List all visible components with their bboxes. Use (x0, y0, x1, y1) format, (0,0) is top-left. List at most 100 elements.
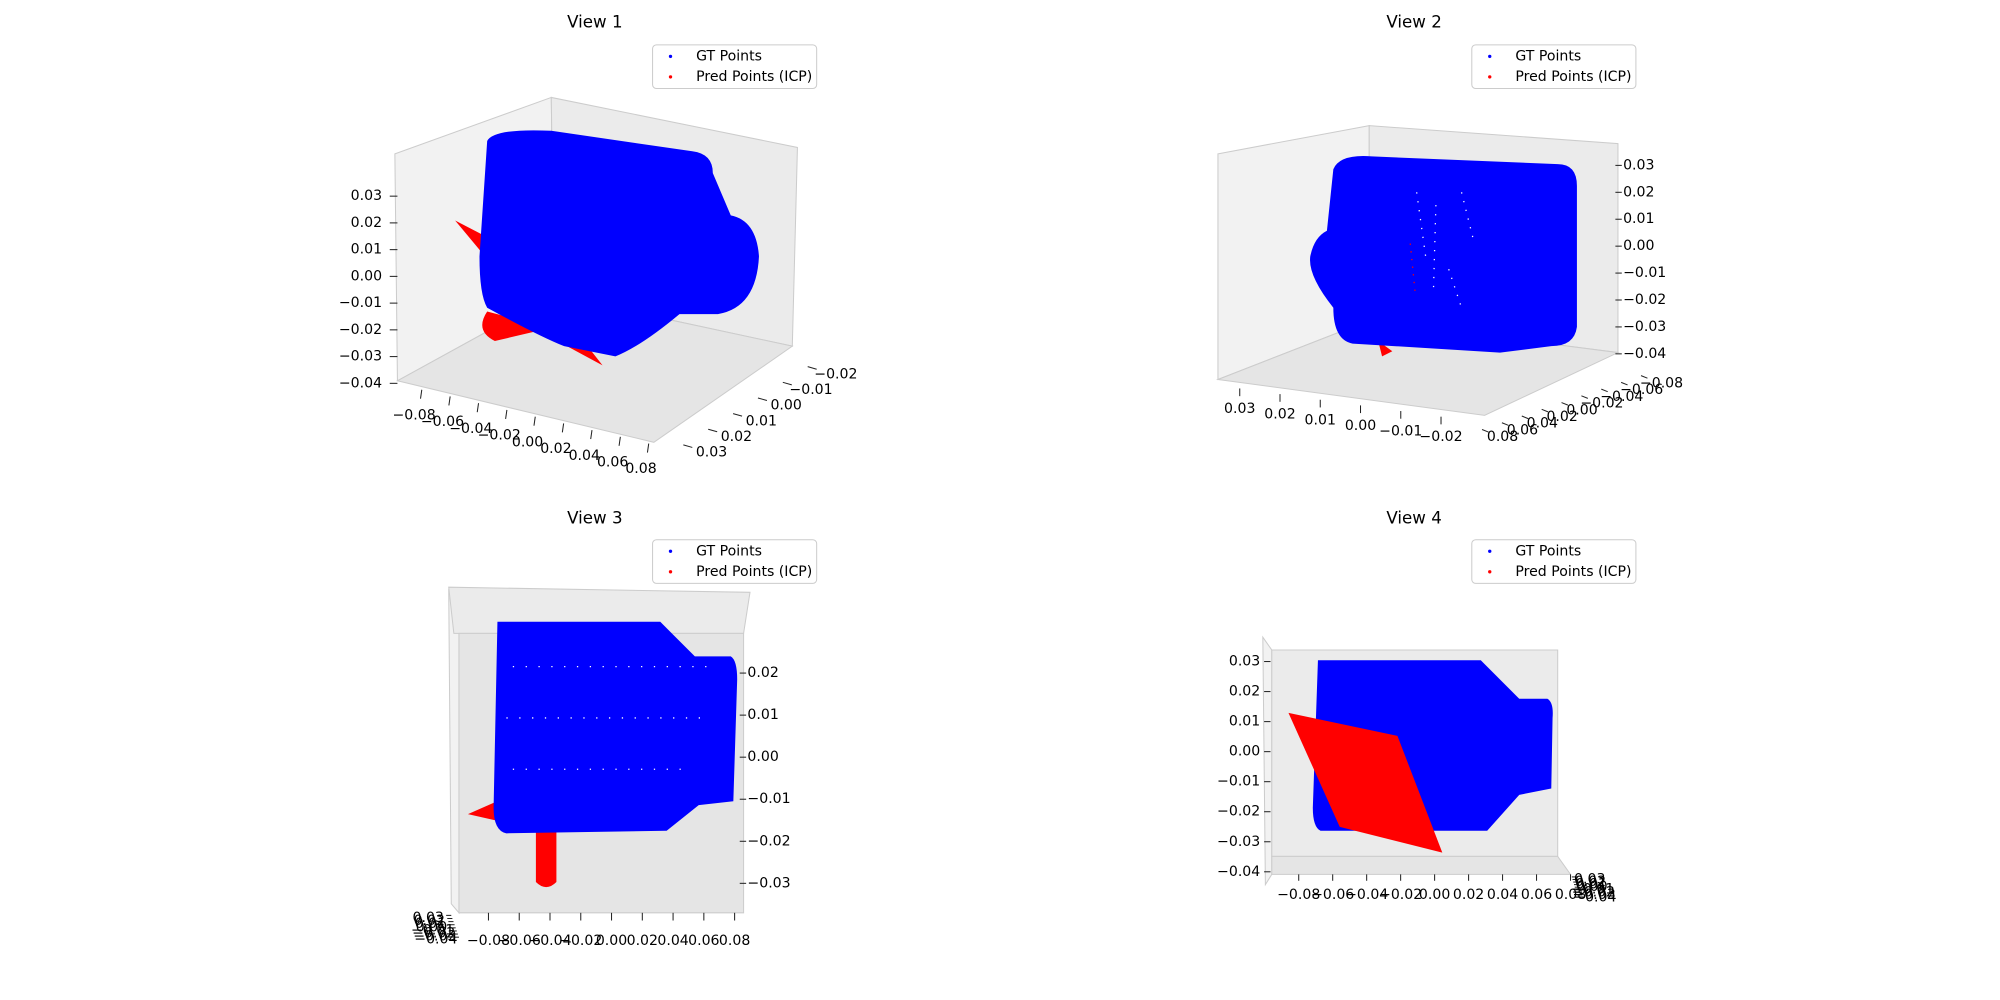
z-tick-label: −0.01 (747, 791, 790, 807)
x-tick (1601, 388, 1608, 393)
x-tick-label: −0.02 (1580, 396, 1623, 412)
x-tick-label: −0.04 (1600, 389, 1643, 405)
x-tick-label: 0.04 (569, 448, 600, 464)
z-tick-label: 0.00 (747, 749, 778, 765)
x-tick-label: 0.00 (1566, 402, 1597, 418)
legend-label: GT Points (696, 48, 762, 64)
legend-box (1471, 539, 1637, 584)
z-tick-label: −0.02 (1217, 804, 1260, 820)
legend-label: Pred Points (ICP) (1515, 564, 1631, 580)
z-tick-label: −0.03 (1623, 319, 1666, 335)
x-tick (561, 423, 565, 433)
y-tick-label: −0.01 (1571, 882, 1614, 898)
subplot-title: View 2 (1386, 13, 1441, 32)
x-tick-label: −0.08 (1640, 375, 1683, 391)
y-tick (807, 366, 817, 370)
y-tick-label: 0.02 (721, 429, 752, 445)
x-tick (646, 443, 650, 453)
speckle (1409, 243, 1417, 295)
legend-marker (668, 54, 673, 59)
z-tick-label: −0.03 (339, 349, 382, 365)
legend-label: GT Points (696, 543, 762, 559)
x-tick-label: 0.08 (1487, 429, 1518, 445)
z-tick-label: 0.00 (1229, 744, 1260, 760)
legend-marker (668, 549, 673, 553)
gt-cloud (493, 621, 738, 834)
legend-marker (668, 75, 673, 79)
legend-label: Pred Points (ICP) (1515, 69, 1631, 85)
x-tick-label: −0.04 (1345, 887, 1388, 903)
z-tick-label: 0.02 (1229, 684, 1260, 700)
x-tick (1521, 415, 1529, 420)
x-tick-label: 0.02 (1546, 409, 1577, 425)
x-tick-label: −0.02 (1379, 887, 1422, 903)
y-tick-label: −0.01 (789, 382, 832, 398)
legend-marker (1488, 75, 1492, 79)
z-tick-label: 0.03 (351, 188, 382, 204)
y-tick-label: 0.01 (1305, 412, 1336, 428)
y-tick-label: 0.03 (1224, 401, 1255, 417)
z-tick-label: 0.00 (1623, 238, 1654, 254)
x-tick-label: 0.08 (1555, 887, 1586, 903)
x-tick-label: −0.06 (421, 414, 464, 430)
y-tick-label: −0.01 (411, 922, 454, 938)
x-tick (448, 396, 451, 406)
y-tick (757, 397, 768, 402)
y-tick-label: −0.01 (1379, 424, 1422, 440)
z-tick-label: 0.00 (351, 268, 382, 284)
pred-cloud (535, 826, 557, 888)
y-tick-label: 0.00 (770, 398, 801, 414)
legend-marker (668, 570, 673, 574)
legend-label: GT Points (1515, 543, 1581, 559)
y-tick-label: 0.00 (416, 919, 447, 935)
x-tick (476, 403, 480, 413)
y-tick-label: −0.03 (413, 929, 456, 945)
view-2-scene (1215, 125, 1620, 416)
legend-box (652, 539, 818, 584)
x-tick-label: 0.04 (1487, 887, 1518, 903)
z-tick-label: −0.02 (339, 322, 382, 338)
y-tick-label: 0.01 (415, 916, 446, 932)
z-tick-label: 0.01 (351, 242, 382, 258)
x-tick-label: 0.08 (719, 933, 750, 949)
x-tick-label: −0.06 (1311, 887, 1354, 903)
x-tick (1620, 381, 1628, 386)
legend-marker (1488, 549, 1492, 553)
z-tick-label: 0.01 (1623, 211, 1654, 227)
x-tick-label: 0.06 (1521, 887, 1552, 903)
y-tick-label: −0.03 (1573, 887, 1616, 903)
z-tick-label: −0.02 (1623, 292, 1666, 308)
y-tick (732, 413, 743, 417)
x-tick-label: 0.00 (512, 434, 543, 450)
z-tick-label: −0.04 (1623, 346, 1666, 362)
y-tick-label: −0.02 (1572, 884, 1615, 900)
z-tick-label: 0.03 (1229, 654, 1260, 670)
x-tick (505, 409, 508, 419)
x-tick-label: 0.02 (1453, 887, 1484, 903)
y-tick-label: 0.02 (1264, 407, 1295, 423)
y-tick-label: 0.01 (1576, 877, 1607, 893)
z-tick-label: −0.03 (747, 875, 790, 891)
subplot-title: View 4 (1386, 509, 1441, 528)
x-tick-label: −0.02 (478, 428, 521, 444)
legend-marker (1488, 570, 1492, 574)
view-3-scene (448, 586, 751, 915)
pred-cloud (1288, 712, 1443, 853)
view-1-scene (394, 96, 798, 443)
z-tick-label: −0.01 (1623, 265, 1666, 281)
z-tick-label: 0.02 (1623, 184, 1654, 200)
y-tick-label: 0.00 (1345, 418, 1376, 434)
x-tick-label: −0.08 (1277, 887, 1320, 903)
pane (1262, 635, 1273, 887)
x-tick-label: 0.08 (625, 461, 656, 477)
legend-label: Pred Points (ICP) (696, 69, 812, 85)
z-tick-label: 0.03 (1623, 157, 1654, 173)
z-tick-label: −0.01 (1217, 774, 1260, 790)
y-tick-label: −0.02 (412, 926, 455, 942)
y-tick-label: −0.02 (814, 366, 857, 382)
x-tick-label: 0.04 (1527, 416, 1558, 432)
x-tick (1640, 375, 1648, 379)
z-tick-label: −0.04 (339, 375, 382, 391)
